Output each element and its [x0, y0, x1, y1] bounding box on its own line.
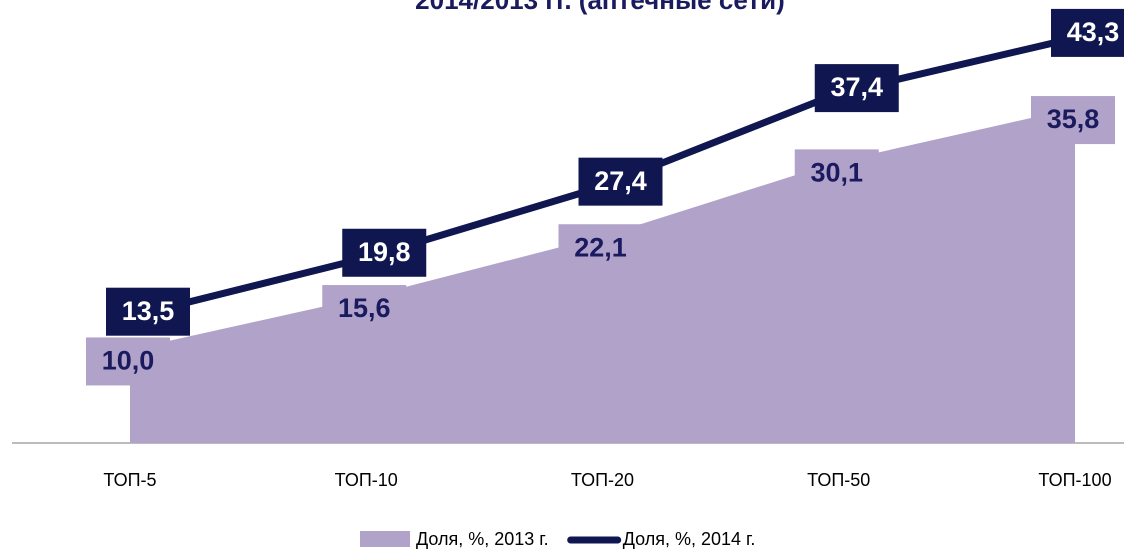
label-box	[106, 287, 190, 336]
legend-label: Доля, %, 2014 г.	[623, 529, 756, 549]
data-label: 43,3	[1067, 17, 1120, 47]
data-label: 27,4	[594, 166, 647, 196]
label-box	[1031, 96, 1115, 145]
label-box	[86, 337, 170, 386]
data-label: 15,6	[338, 293, 391, 323]
legend-label: Доля, %, 2013 г.	[416, 529, 549, 549]
data-label: 37,4	[830, 72, 883, 102]
x-tick-label: ТОП-100	[1038, 470, 1111, 490]
label-box	[814, 64, 899, 113]
label-box	[342, 228, 427, 277]
data-label: 13,5	[122, 296, 175, 326]
x-tick-label: ТОП-50	[807, 470, 870, 490]
data-label: 19,8	[358, 237, 411, 267]
x-tick-label: ТОП-10	[335, 470, 398, 490]
label-box	[578, 157, 663, 206]
data-label: 10,0	[102, 346, 155, 376]
label-box	[794, 149, 879, 198]
label-box	[558, 224, 643, 273]
x-tick-label: ТОП-5	[103, 470, 156, 490]
legend-swatch	[360, 531, 410, 547]
data-label: 30,1	[810, 158, 863, 188]
label-box	[322, 285, 407, 334]
chart-title: 2014/2013 гг. (аптечные сети)	[415, 0, 785, 15]
data-label: 22,1	[574, 232, 627, 262]
x-tick-label: ТОП-20	[571, 470, 634, 490]
label-box	[1051, 8, 1124, 57]
data-label: 35,8	[1047, 104, 1100, 134]
